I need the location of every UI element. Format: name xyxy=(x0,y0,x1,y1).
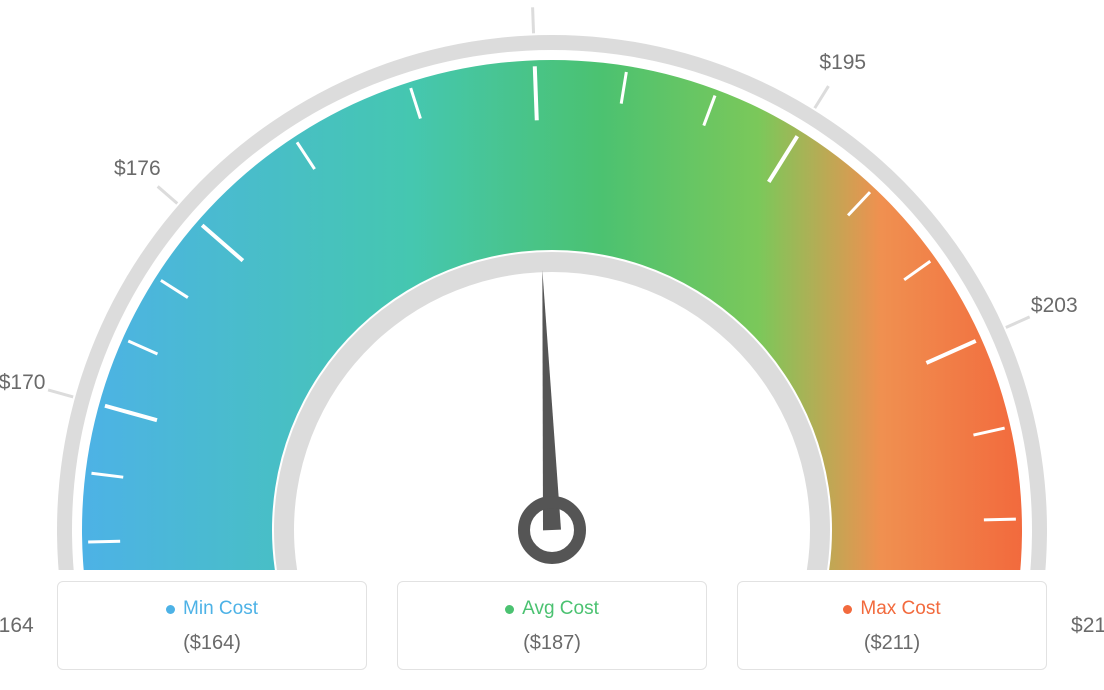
legend-max-dot xyxy=(843,605,852,614)
legend-min-label: Min Cost xyxy=(183,598,258,620)
legend-row: Min Cost ($164) Avg Cost ($187) Max Cost… xyxy=(0,581,1104,670)
tick-label: $176 xyxy=(114,157,161,181)
legend-avg-label: Avg Cost xyxy=(522,598,599,620)
legend-min-title: Min Cost xyxy=(166,598,258,620)
legend-max: Max Cost ($211) xyxy=(737,581,1047,670)
tick-label: $170 xyxy=(0,371,45,395)
legend-max-label: Max Cost xyxy=(860,598,940,620)
tick-label: $195 xyxy=(819,51,866,75)
legend-avg-title: Avg Cost xyxy=(505,598,599,620)
legend-min-value: ($164) xyxy=(68,632,356,655)
tick-label: $203 xyxy=(1031,294,1078,318)
legend-max-value: ($211) xyxy=(748,632,1036,655)
gauge-svg xyxy=(0,0,1104,570)
legend-avg: Avg Cost ($187) xyxy=(397,581,707,670)
legend-max-title: Max Cost xyxy=(843,598,940,620)
legend-avg-dot xyxy=(505,605,514,614)
gauge-chart: $164$170$176$187$195$203$211 xyxy=(0,0,1104,570)
legend-min: Min Cost ($164) xyxy=(57,581,367,670)
legend-avg-value: ($187) xyxy=(408,632,696,655)
legend-min-dot xyxy=(166,605,175,614)
